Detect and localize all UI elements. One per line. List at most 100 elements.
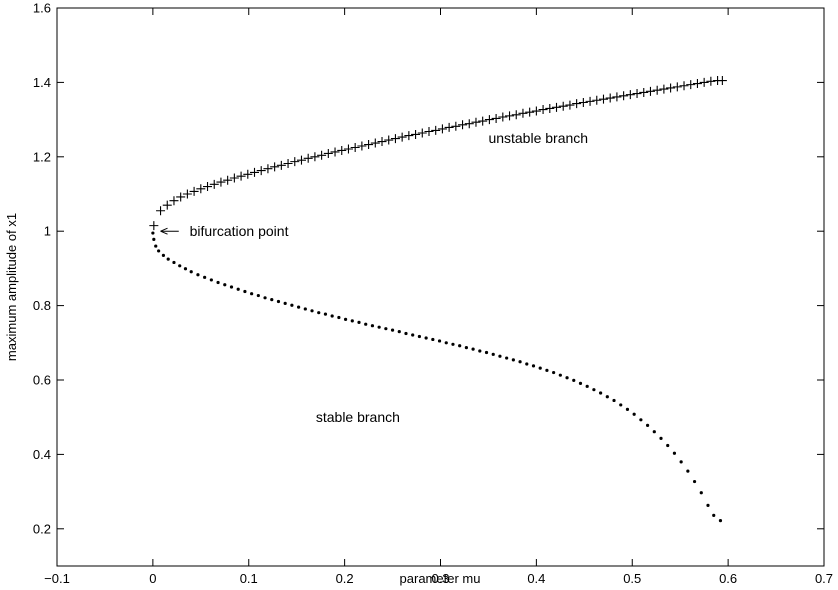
x-axis-label: parameter mu <box>400 571 481 586</box>
stable-point <box>276 299 281 304</box>
unstable-point <box>176 192 186 202</box>
unstable-point <box>458 120 468 130</box>
stable-point <box>256 293 260 298</box>
unstable-point <box>525 107 535 117</box>
unstable-point <box>538 105 548 115</box>
stable-point <box>166 257 170 261</box>
unstable-point <box>256 166 266 176</box>
unstable-point <box>491 113 501 123</box>
stable-point <box>154 244 158 248</box>
unstable-point <box>270 162 280 172</box>
unstable-point <box>203 182 213 192</box>
stable-point <box>330 314 334 318</box>
unstable-point <box>592 95 602 105</box>
unstable-point <box>666 83 676 93</box>
unstable-point <box>296 155 306 165</box>
unstable-point <box>397 132 407 142</box>
unstable-point <box>276 160 286 170</box>
stable-point <box>397 330 401 334</box>
x-tick-labels: −0.1 0 0.1 0.2 0.3 0.4 0.5 0.6 0.7 <box>44 571 833 586</box>
unstable-point <box>182 189 192 199</box>
unstable-point <box>303 153 313 163</box>
y-tick-label: 0.8 <box>33 298 51 313</box>
unstable-point <box>672 82 682 92</box>
stable-point <box>377 325 381 329</box>
stable-point <box>178 264 182 268</box>
stable-point <box>712 513 716 518</box>
stable-point <box>151 231 155 235</box>
stable-point <box>390 328 395 332</box>
unstable-point <box>572 99 582 109</box>
stable-point <box>718 519 723 523</box>
stable-point <box>565 376 569 380</box>
stable-point <box>152 237 156 241</box>
unstable-point <box>243 169 253 179</box>
stable-point <box>411 333 415 337</box>
stable-point <box>183 267 188 271</box>
unstable-point <box>229 173 239 183</box>
x-tick-label: 0.2 <box>336 571 354 586</box>
stable-point <box>632 412 636 416</box>
y-axis-label: maximum amplitude of x1 <box>4 213 19 361</box>
unstable-point <box>343 144 353 154</box>
stable-branch-series <box>151 231 723 523</box>
stable-point <box>364 322 368 326</box>
stable-point <box>666 443 670 448</box>
unstable-point <box>565 100 575 110</box>
unstable-point <box>451 121 461 131</box>
stable-point <box>599 391 603 395</box>
unstable-point <box>659 84 669 94</box>
stable-point <box>157 249 161 253</box>
unstable-branch-annotation: unstable branch <box>488 130 588 146</box>
unstable-point <box>464 119 474 129</box>
stable-point <box>263 296 267 300</box>
unstable-point <box>605 93 615 103</box>
stable-point <box>572 378 576 382</box>
unstable-point <box>149 221 159 231</box>
stable-point <box>310 309 314 313</box>
unstable-point <box>444 122 454 132</box>
unstable-point <box>323 148 333 158</box>
unstable-point <box>156 206 166 216</box>
unstable-point <box>478 116 488 126</box>
stable-point <box>511 358 515 362</box>
stable-point <box>545 368 549 372</box>
stable-point <box>659 436 663 441</box>
stable-point <box>343 317 348 321</box>
stable-point <box>297 305 301 309</box>
unstable-point <box>471 117 481 127</box>
stable-point <box>686 469 690 473</box>
y-tick-labels: 0.2 0.4 0.6 0.8 1 1.2 1.4 1.6 <box>33 1 51 537</box>
unstable-point <box>290 157 300 167</box>
stable-point <box>451 342 455 346</box>
stable-point <box>692 479 697 484</box>
unstable-point <box>263 164 273 174</box>
unstable-point <box>216 177 226 187</box>
unstable-point <box>686 80 696 90</box>
unstable-point <box>377 137 387 147</box>
unstable-point <box>196 184 206 194</box>
stable-point <box>236 287 240 291</box>
unstable-point <box>404 131 414 141</box>
stable-point <box>592 388 596 392</box>
stable-point <box>531 364 536 368</box>
x-tick-label: 0.5 <box>623 571 641 586</box>
stable-point <box>417 334 422 339</box>
unstable-point <box>612 92 622 102</box>
stable-point <box>350 319 354 323</box>
unstable-point <box>639 87 649 97</box>
unstable-point <box>699 77 709 87</box>
x-tick-label: 0.3 <box>431 571 449 586</box>
unstable-point <box>310 152 320 162</box>
bifurcation-point-annotation: bifurcation point <box>190 223 289 239</box>
stable-point <box>444 341 448 345</box>
stable-point <box>525 362 529 366</box>
unstable-point <box>223 175 233 185</box>
unstable-point <box>424 127 434 137</box>
stable-point <box>605 395 609 399</box>
unstable-point <box>162 200 172 210</box>
stable-point <box>189 270 193 274</box>
unstable-point <box>431 125 441 135</box>
unstable-point <box>283 158 293 168</box>
stable-point <box>216 280 220 285</box>
